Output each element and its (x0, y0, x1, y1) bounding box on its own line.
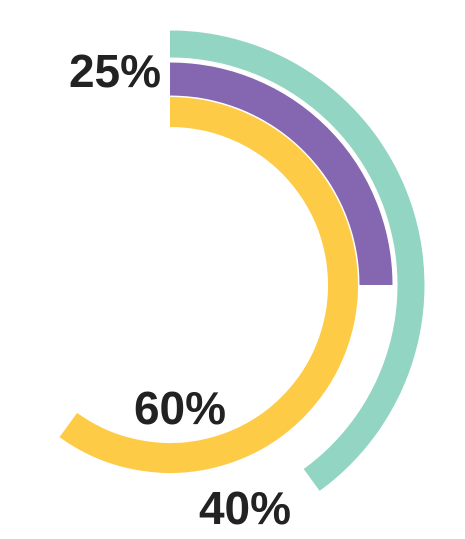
arc-bar (59, 97, 358, 473)
value-label: 60% (134, 382, 226, 434)
arc-bar (169, 30, 425, 491)
value-label: 40% (199, 482, 291, 534)
value-label: 25% (69, 45, 161, 97)
arc-bar (169, 62, 393, 286)
